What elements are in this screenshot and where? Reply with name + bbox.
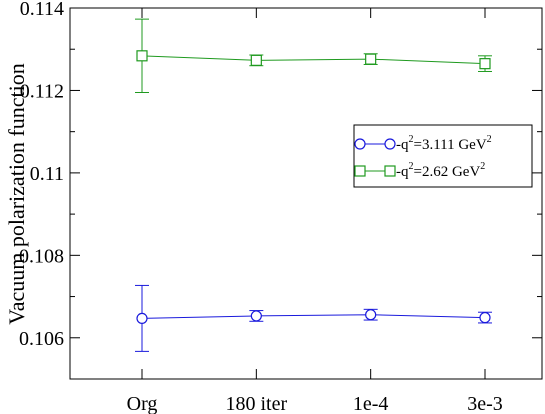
data-point-square <box>365 53 377 65</box>
y-tick-label: 0.112 <box>20 80 64 102</box>
series-square <box>135 18 492 94</box>
legend-label: -q2=2.62 GeV2 <box>396 161 485 180</box>
y-axis-title: Vacuum polarization function <box>4 63 29 324</box>
data-point-square <box>479 58 491 70</box>
y-tick-label: 0.108 <box>19 245 64 267</box>
legend-superscript: 2 <box>480 161 485 172</box>
x-tick-label: 1e-4 <box>353 393 389 414</box>
data-point-circle <box>136 312 148 325</box>
legend-text-part: =2.62 GeV <box>414 164 481 180</box>
plot-frame <box>69 7 543 380</box>
x-tick-label: Org <box>127 393 158 414</box>
data-point-square <box>136 50 148 62</box>
series-layer <box>135 18 492 352</box>
legend-superscript: 2 <box>487 134 492 145</box>
x-tick-label: 180 iter <box>226 393 288 414</box>
legend-text-part: -q <box>396 137 409 153</box>
y-axis-ticks: 0.106 0.108 0.11 0.112 0.114 <box>19 0 542 380</box>
y-tick-label: 0.11 <box>30 163 64 185</box>
legend-item-circle: -q2=3.111 GeV2 <box>354 134 492 153</box>
legend-superscript: 2 <box>409 161 414 172</box>
legend-marker-square <box>354 165 366 177</box>
legend-box <box>353 124 533 188</box>
legend-text-part: -q <box>396 164 409 180</box>
x-tick-label: 3e-3 <box>467 393 503 414</box>
legend-label: -q2=3.111 GeV2 <box>396 134 492 153</box>
legend-marker-square <box>384 165 396 177</box>
data-point-square <box>250 54 262 66</box>
legend-superscript: 2 <box>409 134 414 145</box>
legend-text-part: =3.111 GeV <box>414 137 487 153</box>
data-point-circle <box>479 311 491 324</box>
y-tick-label: 0.106 <box>19 328 64 350</box>
data-point-circle <box>250 310 262 322</box>
series-line <box>141 55 486 65</box>
legend-marker-circle <box>354 138 366 150</box>
data-point-circle <box>365 309 377 321</box>
x-axis-ticks: Org 180 iter 1e-4 3e-3 <box>127 8 503 414</box>
legend-item-square: -q2=2.62 GeV2 <box>354 161 485 180</box>
series-line <box>141 314 486 319</box>
series-circle <box>135 284 492 352</box>
y-tick-label: 0.114 <box>20 0 64 20</box>
legend-marker-circle <box>384 138 396 150</box>
legend: -q2=3.111 GeV2-q2=2.62 GeV2 <box>353 124 533 188</box>
